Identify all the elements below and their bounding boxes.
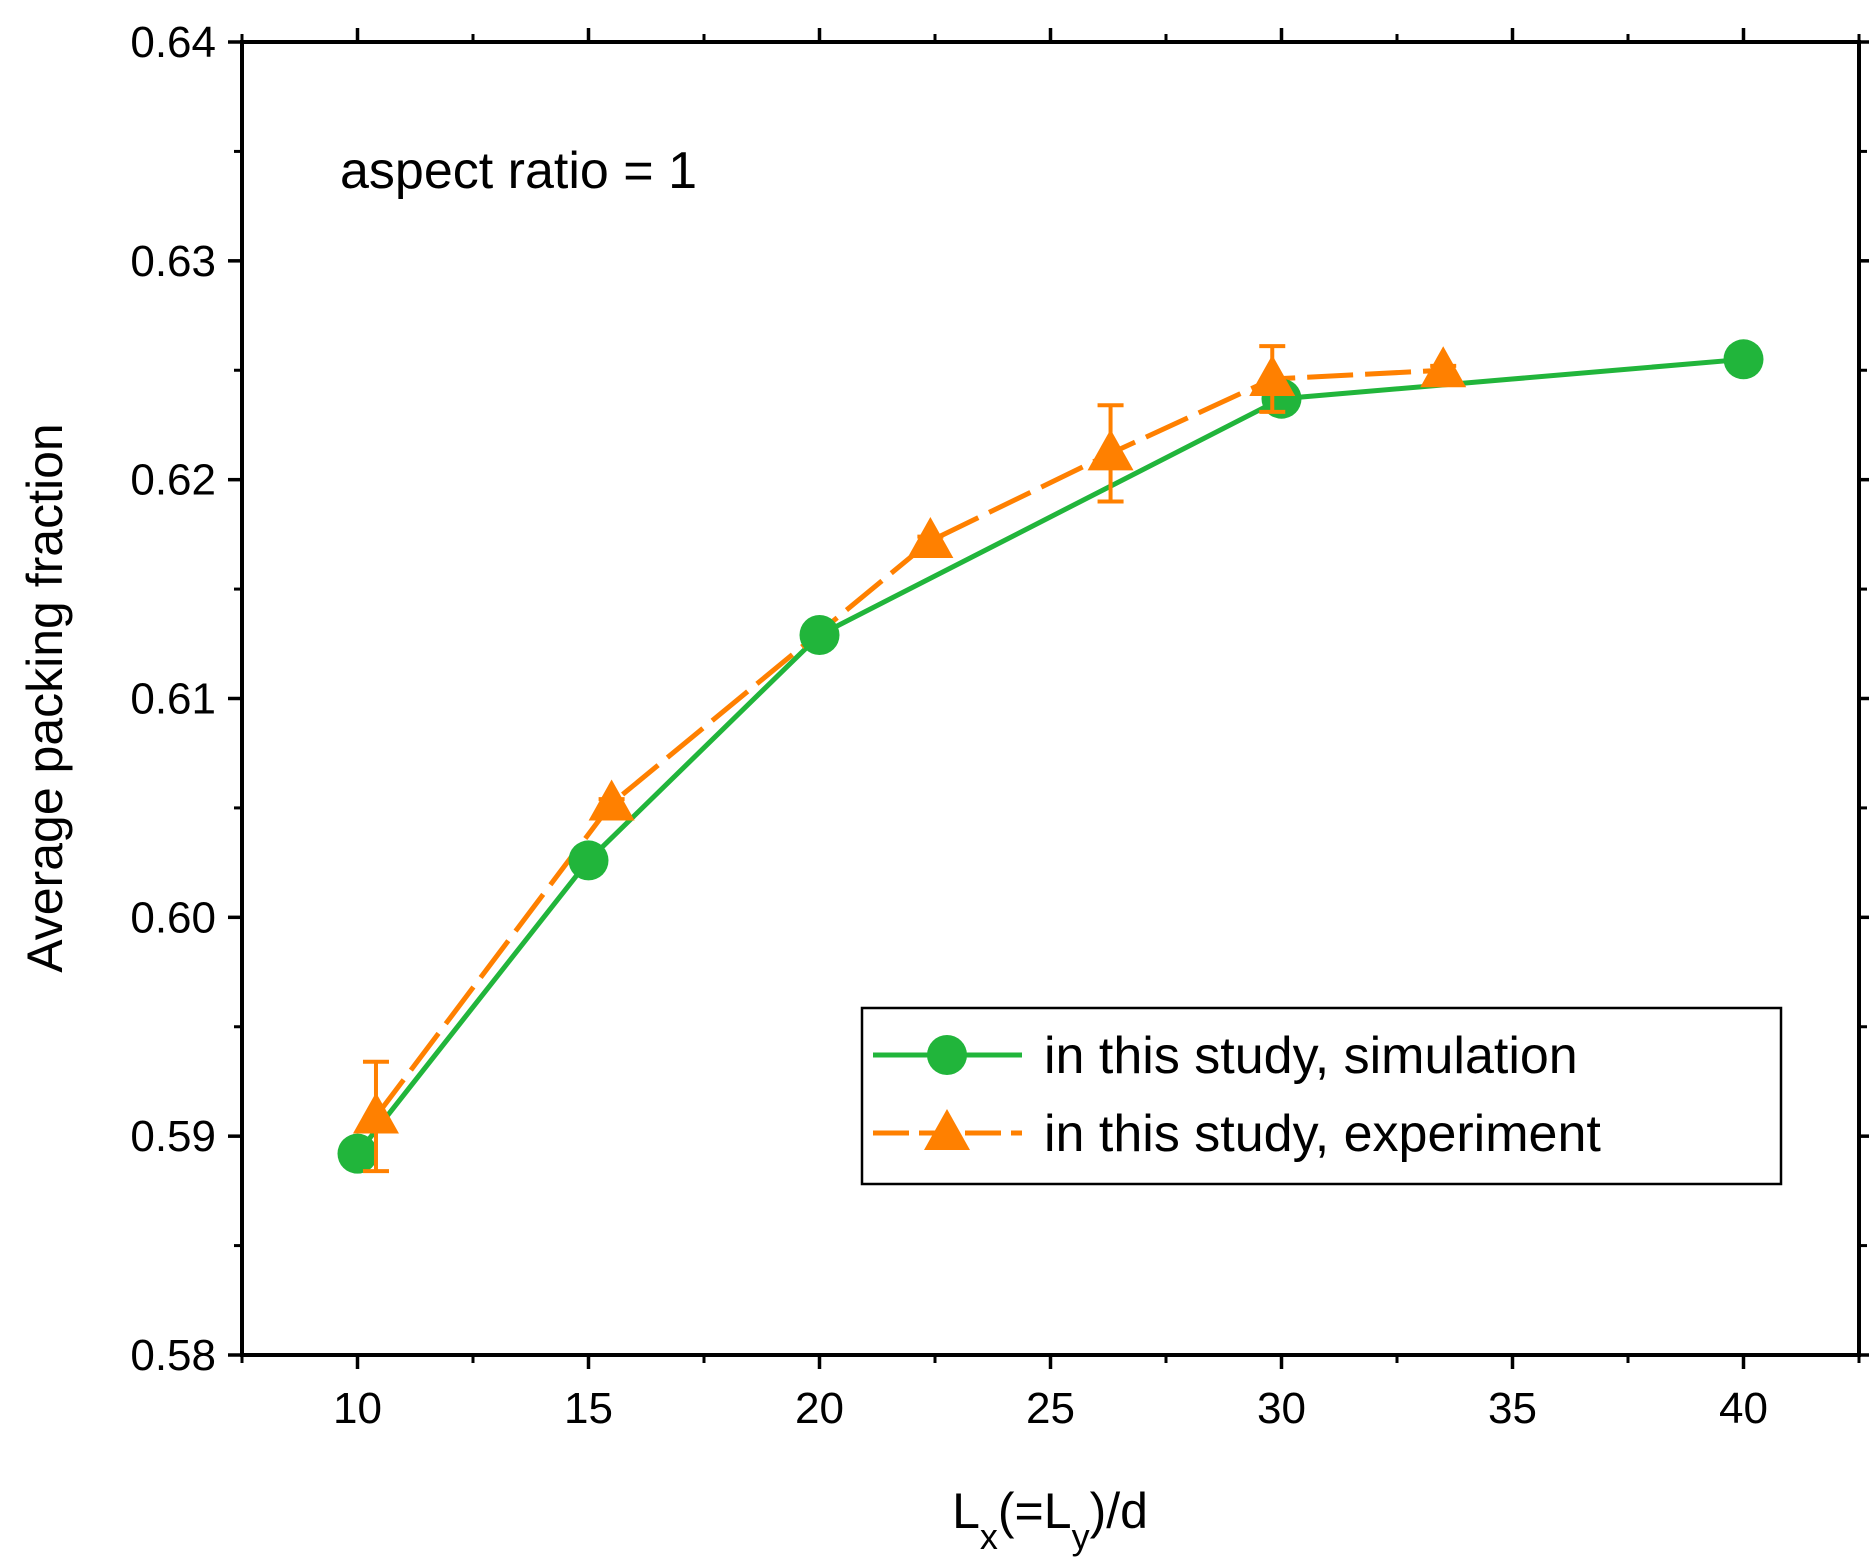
y-tick-label: 0.63 <box>130 237 216 286</box>
legend-marker-simulation <box>927 1035 967 1075</box>
data-point-experiment <box>1249 355 1296 397</box>
axis-ticks <box>228 28 1869 1369</box>
legend-item-simulation: in this study, simulation <box>873 1027 1578 1085</box>
annotation-aspect-ratio: aspect ratio = 1 <box>340 142 697 200</box>
y-tick-label: 0.64 <box>130 18 216 67</box>
data-point-experiment <box>1420 346 1467 388</box>
legend-label-experiment: in this study, experiment <box>1044 1105 1601 1163</box>
x-axis-title-sub2: y <box>1072 1516 1090 1557</box>
data-point-experiment <box>588 779 635 821</box>
y-tick-label: 0.59 <box>130 1112 216 1161</box>
x-tick-label: 15 <box>564 1384 613 1433</box>
x-axis-title-mid: (=L <box>998 1483 1072 1539</box>
data-point-experiment <box>907 516 954 558</box>
y-axis-title: Average packing fraction <box>17 423 73 972</box>
x-tick-label: 20 <box>795 1384 844 1433</box>
data-point-experiment <box>352 1092 399 1134</box>
x-tick-label: 40 <box>1719 1384 1768 1433</box>
legend: in this study, simulation in this study,… <box>860 1006 1783 1186</box>
legend-item-experiment: in this study, experiment <box>873 1105 1601 1163</box>
y-tick-labels: 0.58 0.59 0.60 0.61 0.62 0.63 0.64 <box>130 18 216 1380</box>
data-point-experiment <box>1087 429 1134 471</box>
x-axis-title-end: )/d <box>1090 1483 1148 1539</box>
x-tick-label: 25 <box>1026 1384 1075 1433</box>
x-tick-labels: 10 15 20 25 30 35 40 <box>333 1384 1768 1433</box>
series-line-experiment <box>373 367 1444 1118</box>
x-axis-title: Lx(=Ly)/d <box>952 1483 1148 1557</box>
data-point-simulation <box>1723 339 1764 380</box>
data-point-simulation <box>337 1133 378 1174</box>
legend-box <box>860 1006 1783 1186</box>
plot-frame <box>240 40 1861 1357</box>
x-axis-title-main: L <box>952 1483 980 1539</box>
y-tick-label: 0.61 <box>130 675 216 724</box>
data-point-simulation <box>568 840 609 881</box>
x-tick-label: 30 <box>1257 1384 1306 1433</box>
y-tick-label: 0.58 <box>130 1331 216 1380</box>
legend-marker-experiment <box>924 1109 970 1150</box>
y-tick-label: 0.62 <box>130 456 216 505</box>
y-tick-label: 0.60 <box>130 893 216 942</box>
x-tick-label: 35 <box>1488 1384 1537 1433</box>
x-axis-title-sub1: x <box>980 1516 998 1557</box>
x-tick-label: 10 <box>333 1384 382 1433</box>
series-layer <box>337 339 1764 1174</box>
legend-label-simulation: in this study, simulation <box>1044 1027 1578 1085</box>
data-point-simulation <box>799 615 840 656</box>
